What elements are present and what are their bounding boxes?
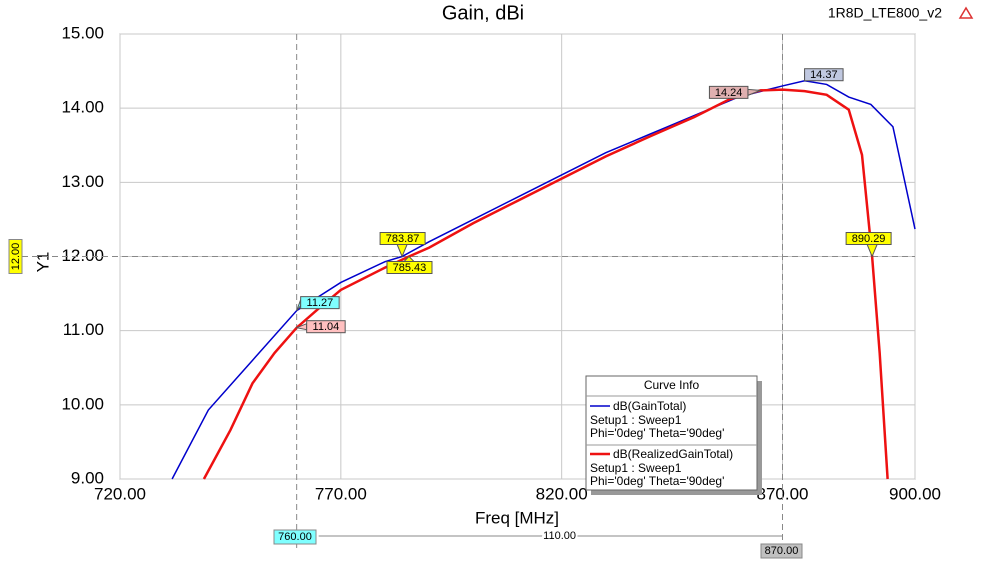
annotation-label: 890.29 (852, 233, 886, 245)
annotation: 11.04 (294, 320, 346, 334)
legend-label: dB(GainTotal) (613, 399, 686, 413)
delta-label: 110.00 (543, 530, 576, 542)
x-tick-label: 770.00 (315, 484, 367, 503)
annotation-box (845, 232, 892, 245)
legend-detail: Setup1 : Sweep1 (590, 413, 682, 427)
annotation-box (379, 232, 426, 245)
annotation-label: 783.87 (386, 233, 420, 245)
series-line (202, 88, 889, 480)
legend-detail: Setup1 : Sweep1 (590, 461, 682, 475)
marker-label: 870.00 (765, 545, 799, 557)
y-tick-label: 14.00 (61, 98, 104, 117)
marker-label: 12.00 (10, 243, 22, 271)
marker-box (760, 543, 803, 559)
annotation: 14.37 (804, 68, 844, 82)
x-tick-label: 820.00 (536, 484, 588, 503)
project-name: 1R8D_LTE800_v2 (828, 5, 942, 21)
y-tick-label: 10.00 (61, 394, 104, 413)
annotation-box (804, 68, 844, 82)
y-axis-label: Y1 (33, 252, 52, 273)
legend-detail: Phi='0deg' Theta='90deg' (590, 426, 724, 440)
x-tick-label: 720.00 (94, 484, 146, 503)
annotation-label: 11.04 (313, 321, 340, 333)
x-tick-label: 870.00 (757, 484, 809, 503)
marker-box (273, 529, 317, 545)
annotation: 783.87 (379, 232, 426, 258)
annotation: 11.27 (296, 296, 340, 311)
annotation-box (708, 85, 749, 99)
y-tick-label: 13.00 (61, 172, 104, 191)
y-tick-label: 12.00 (61, 246, 104, 265)
legend-title: Curve Info (644, 378, 700, 392)
annotation-box (386, 261, 433, 274)
y-tick-label: 11.00 (63, 320, 104, 339)
annotation-label: 14.24 (715, 87, 743, 99)
legend (585, 375, 758, 491)
annotation-box (306, 320, 346, 334)
annotation-box (300, 296, 340, 310)
legend-detail: Phi='0deg' Theta='90deg' (590, 474, 724, 488)
annotation: 890.29 (845, 232, 892, 258)
chart-title: Gain, dBi (442, 2, 524, 24)
marker-label: 760.00 (278, 531, 312, 543)
marker-box (8, 239, 23, 274)
annotation-label: 14.37 (810, 69, 838, 81)
legend-label: dB(RealizedGainTotal) (613, 447, 733, 461)
annotation: 785.43 (386, 255, 433, 274)
y-tick-label: 15.00 (61, 23, 104, 42)
annotation: 14.24 (708, 85, 761, 99)
annotation-label: 11.27 (307, 297, 334, 309)
logo (958, 6, 974, 19)
x-axis-label: Freq [MHz] (475, 508, 559, 527)
annotation-label: 785.43 (393, 262, 427, 274)
y-tick-label: 9.00 (71, 468, 104, 487)
x-tick-label: 900.00 (889, 484, 941, 503)
